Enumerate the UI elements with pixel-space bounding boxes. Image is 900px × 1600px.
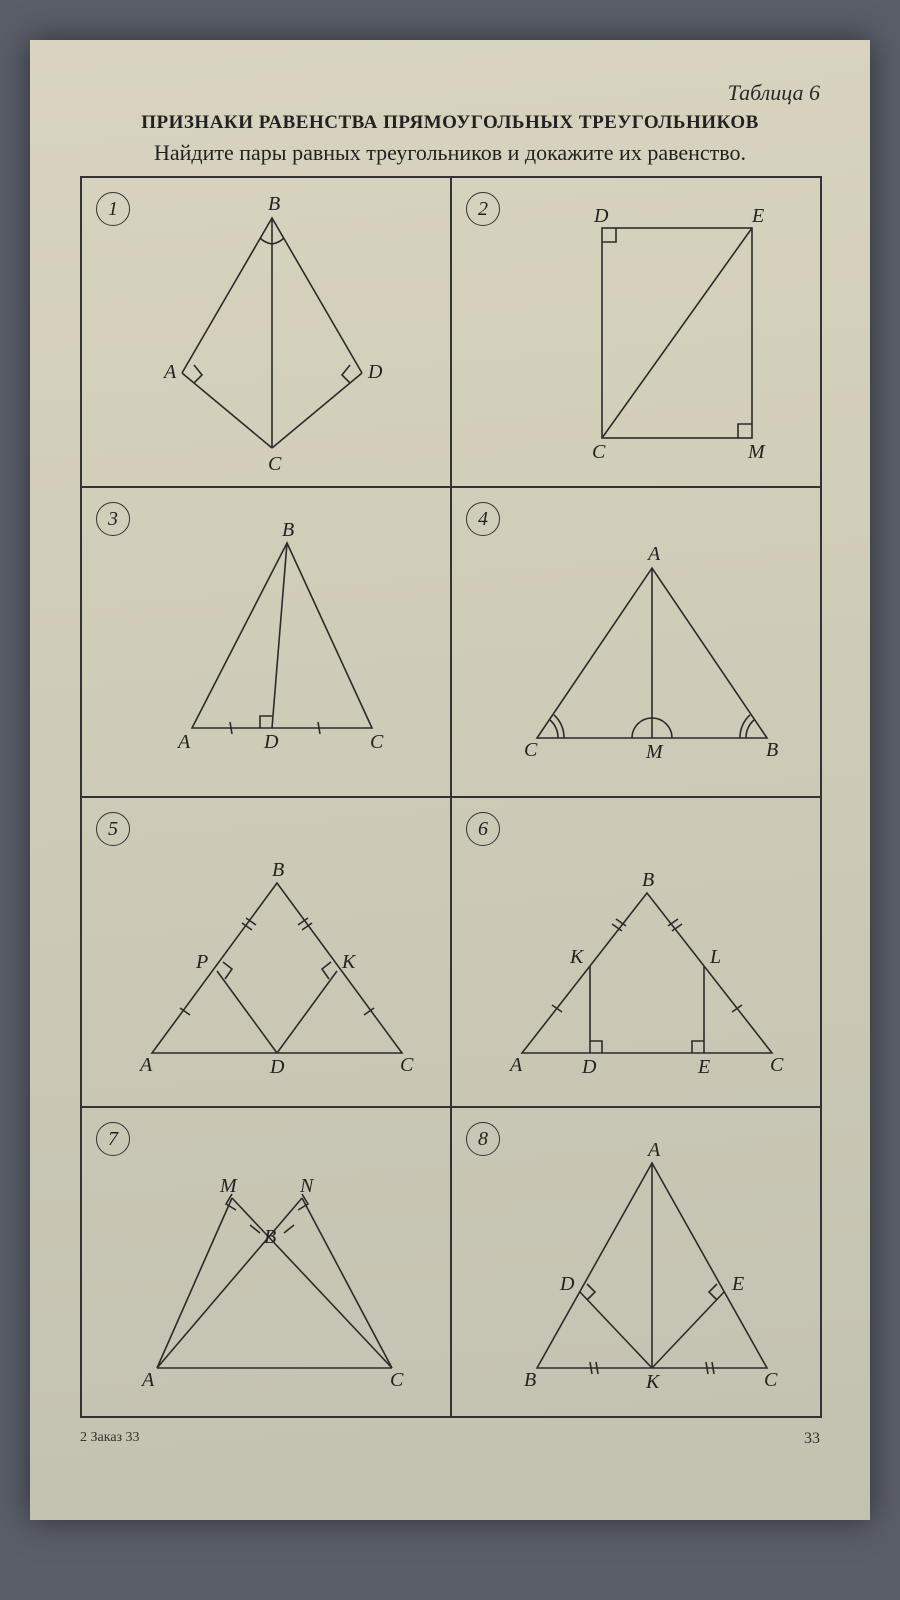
- vertex-label: В: [524, 1369, 536, 1391]
- vertex-label: В: [272, 859, 284, 881]
- vertex-label: С: [592, 441, 606, 463]
- textbook-page: Таблица 6 ПРИЗНАКИ РАВЕНСТВА ПРЯМОУГОЛЬН…: [30, 40, 870, 1520]
- vertex-label: E: [731, 1273, 744, 1295]
- vertex-label: В: [282, 519, 294, 541]
- vertex-label: А: [646, 543, 661, 565]
- vertex-label: L: [709, 946, 721, 968]
- vertex-label: N: [299, 1175, 315, 1197]
- problem-cell-1: 1 А В С D: [81, 177, 451, 487]
- vertex-label: А: [138, 1054, 153, 1076]
- vertex-label: А: [508, 1054, 523, 1076]
- diagram-6: А В С D E К L: [452, 798, 822, 1108]
- vertex-label: D: [269, 1056, 285, 1078]
- diagram-8: А В С К D E: [452, 1108, 822, 1418]
- vertex-label: С: [764, 1369, 778, 1391]
- diagram-1: А В С D: [82, 178, 452, 488]
- diagram-3: А В С D: [82, 488, 452, 798]
- diagram-2: D E С М: [452, 178, 822, 488]
- page-title: ПРИЗНАКИ РАВЕНСТВА ПРЯМОУГОЛЬНЫХ ТРЕУГОЛ…: [80, 112, 820, 134]
- vertex-label: В: [766, 739, 778, 761]
- vertex-label: Р: [195, 951, 208, 973]
- diagram-5: А В С D Р К: [82, 798, 452, 1108]
- vertex-label: D: [593, 205, 609, 227]
- page-footer: 2 Заказ 33 33: [80, 1430, 820, 1448]
- vertex-label: D: [559, 1273, 575, 1295]
- problem-cell-8: 8 А В С: [451, 1107, 821, 1417]
- problem-cell-6: 6: [451, 797, 821, 1107]
- vertex-label: D: [263, 731, 279, 753]
- vertex-label: А: [646, 1139, 661, 1161]
- page-subtitle: Найдите пары равных треугольников и дока…: [80, 140, 820, 166]
- problem-cell-3: 3 А В С D: [81, 487, 451, 797]
- vertex-label: А: [162, 361, 177, 383]
- vertex-label: М: [645, 741, 664, 763]
- vertex-label: С: [400, 1054, 414, 1076]
- problem-cell-2: 2 D E С М: [451, 177, 821, 487]
- page-number: 33: [804, 1430, 820, 1448]
- problem-cell-7: 7 А С В: [81, 1107, 451, 1417]
- vertex-label: D: [581, 1056, 597, 1078]
- vertex-label: E: [751, 205, 764, 227]
- vertex-label: D: [367, 361, 383, 383]
- table-number: Таблица 6: [80, 80, 820, 106]
- vertex-label: E: [697, 1056, 710, 1078]
- vertex-label: В: [642, 869, 654, 891]
- vertex-label: М: [747, 441, 766, 463]
- diagram-4: А С М В: [452, 488, 822, 798]
- print-order: 2 Заказ 33: [80, 1430, 140, 1448]
- problem-grid: 1 А В С D: [80, 176, 822, 1418]
- vertex-label: К: [341, 951, 357, 973]
- vertex-label: С: [770, 1054, 784, 1076]
- vertex-label: К: [645, 1371, 661, 1393]
- vertex-label: К: [569, 946, 585, 968]
- vertex-label: В: [264, 1226, 276, 1248]
- vertex-label: А: [140, 1369, 155, 1391]
- vertex-label: М: [219, 1175, 238, 1197]
- vertex-label: С: [370, 731, 384, 753]
- diagram-7: А С В М N: [82, 1108, 452, 1418]
- problem-cell-5: 5: [81, 797, 451, 1107]
- vertex-label: В: [268, 193, 280, 215]
- vertex-label: С: [268, 453, 282, 475]
- vertex-label: А: [176, 731, 191, 753]
- problem-cell-4: 4 А С М В: [451, 487, 821, 797]
- vertex-label: С: [390, 1369, 404, 1391]
- vertex-label: С: [524, 739, 538, 761]
